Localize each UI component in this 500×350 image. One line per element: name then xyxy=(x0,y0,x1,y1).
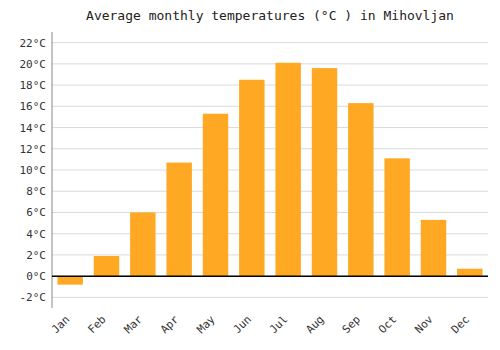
y-tick-label: 12°C xyxy=(20,143,47,156)
y-tick-label: 8°C xyxy=(26,185,46,198)
grid-line xyxy=(52,127,488,128)
bar xyxy=(384,158,409,276)
grid-line xyxy=(52,42,488,43)
x-tick-label: Jul xyxy=(267,313,290,336)
chart: Average monthly temperatures (°C ) in Mi… xyxy=(0,0,500,350)
x-tick-label: Nov xyxy=(412,313,436,337)
bar xyxy=(166,163,191,277)
baseline xyxy=(52,275,488,277)
grid-line xyxy=(52,85,488,86)
title: Average monthly temperatures (°C ) in Mi… xyxy=(86,8,454,23)
grid-line xyxy=(52,148,488,149)
bar xyxy=(457,269,482,276)
grid-line xyxy=(52,106,488,107)
bar xyxy=(57,276,82,284)
y-tick-label: -2°C xyxy=(20,291,47,304)
bar xyxy=(421,220,446,276)
grid-line xyxy=(52,63,488,64)
bar xyxy=(94,256,119,276)
x-tick-label: Oct xyxy=(376,313,399,336)
bar xyxy=(130,212,155,276)
y-ticks: -2°C 0°C 2°C 4°C 6°C 8°C 10°C 12°C 14°C 16°C 18°C 2… xyxy=(20,37,47,305)
grid-line xyxy=(52,191,488,192)
y-tick-label: 16°C xyxy=(20,100,47,113)
x-tick-label: Jan xyxy=(49,313,72,336)
grid-line xyxy=(52,297,488,298)
grid xyxy=(52,43,488,298)
bar xyxy=(348,103,373,276)
y-tick-label: 2°C xyxy=(26,249,46,262)
x-tick-label: Dec xyxy=(449,313,472,336)
x-tick-label: Apr xyxy=(158,313,182,337)
y-tick-label: 14°C xyxy=(20,122,47,135)
x-tick-label: Sep xyxy=(340,313,363,336)
x-tick-label: Jun xyxy=(231,313,254,336)
grid-line xyxy=(52,276,488,277)
y-tick-label: 20°C xyxy=(20,58,47,71)
y-tick-label: 4°C xyxy=(26,228,46,241)
grid-line xyxy=(52,212,488,213)
y-tick-label: 18°C xyxy=(20,79,47,92)
x-tick-label: May xyxy=(194,313,218,337)
bar xyxy=(312,68,337,276)
y-tick-label: 0°C xyxy=(26,270,46,283)
x-tick-label: Mar xyxy=(122,313,146,337)
x-tick-label: Aug xyxy=(303,313,326,336)
x-tick-label: Feb xyxy=(85,313,108,336)
grid-line xyxy=(52,170,488,171)
bar xyxy=(275,63,300,276)
bar xyxy=(239,80,264,276)
y-axis-line xyxy=(52,32,53,308)
bars xyxy=(57,63,482,285)
y-tick-label: 10°C xyxy=(20,164,47,177)
bar xyxy=(203,114,228,276)
y-tick-label: 22°C xyxy=(20,37,47,50)
y-tick-label: 6°C xyxy=(26,206,46,219)
x-ticks: Jan Feb Mar Apr May Jun Jul Aug Sep Oct Nov Dec xyxy=(49,313,472,337)
